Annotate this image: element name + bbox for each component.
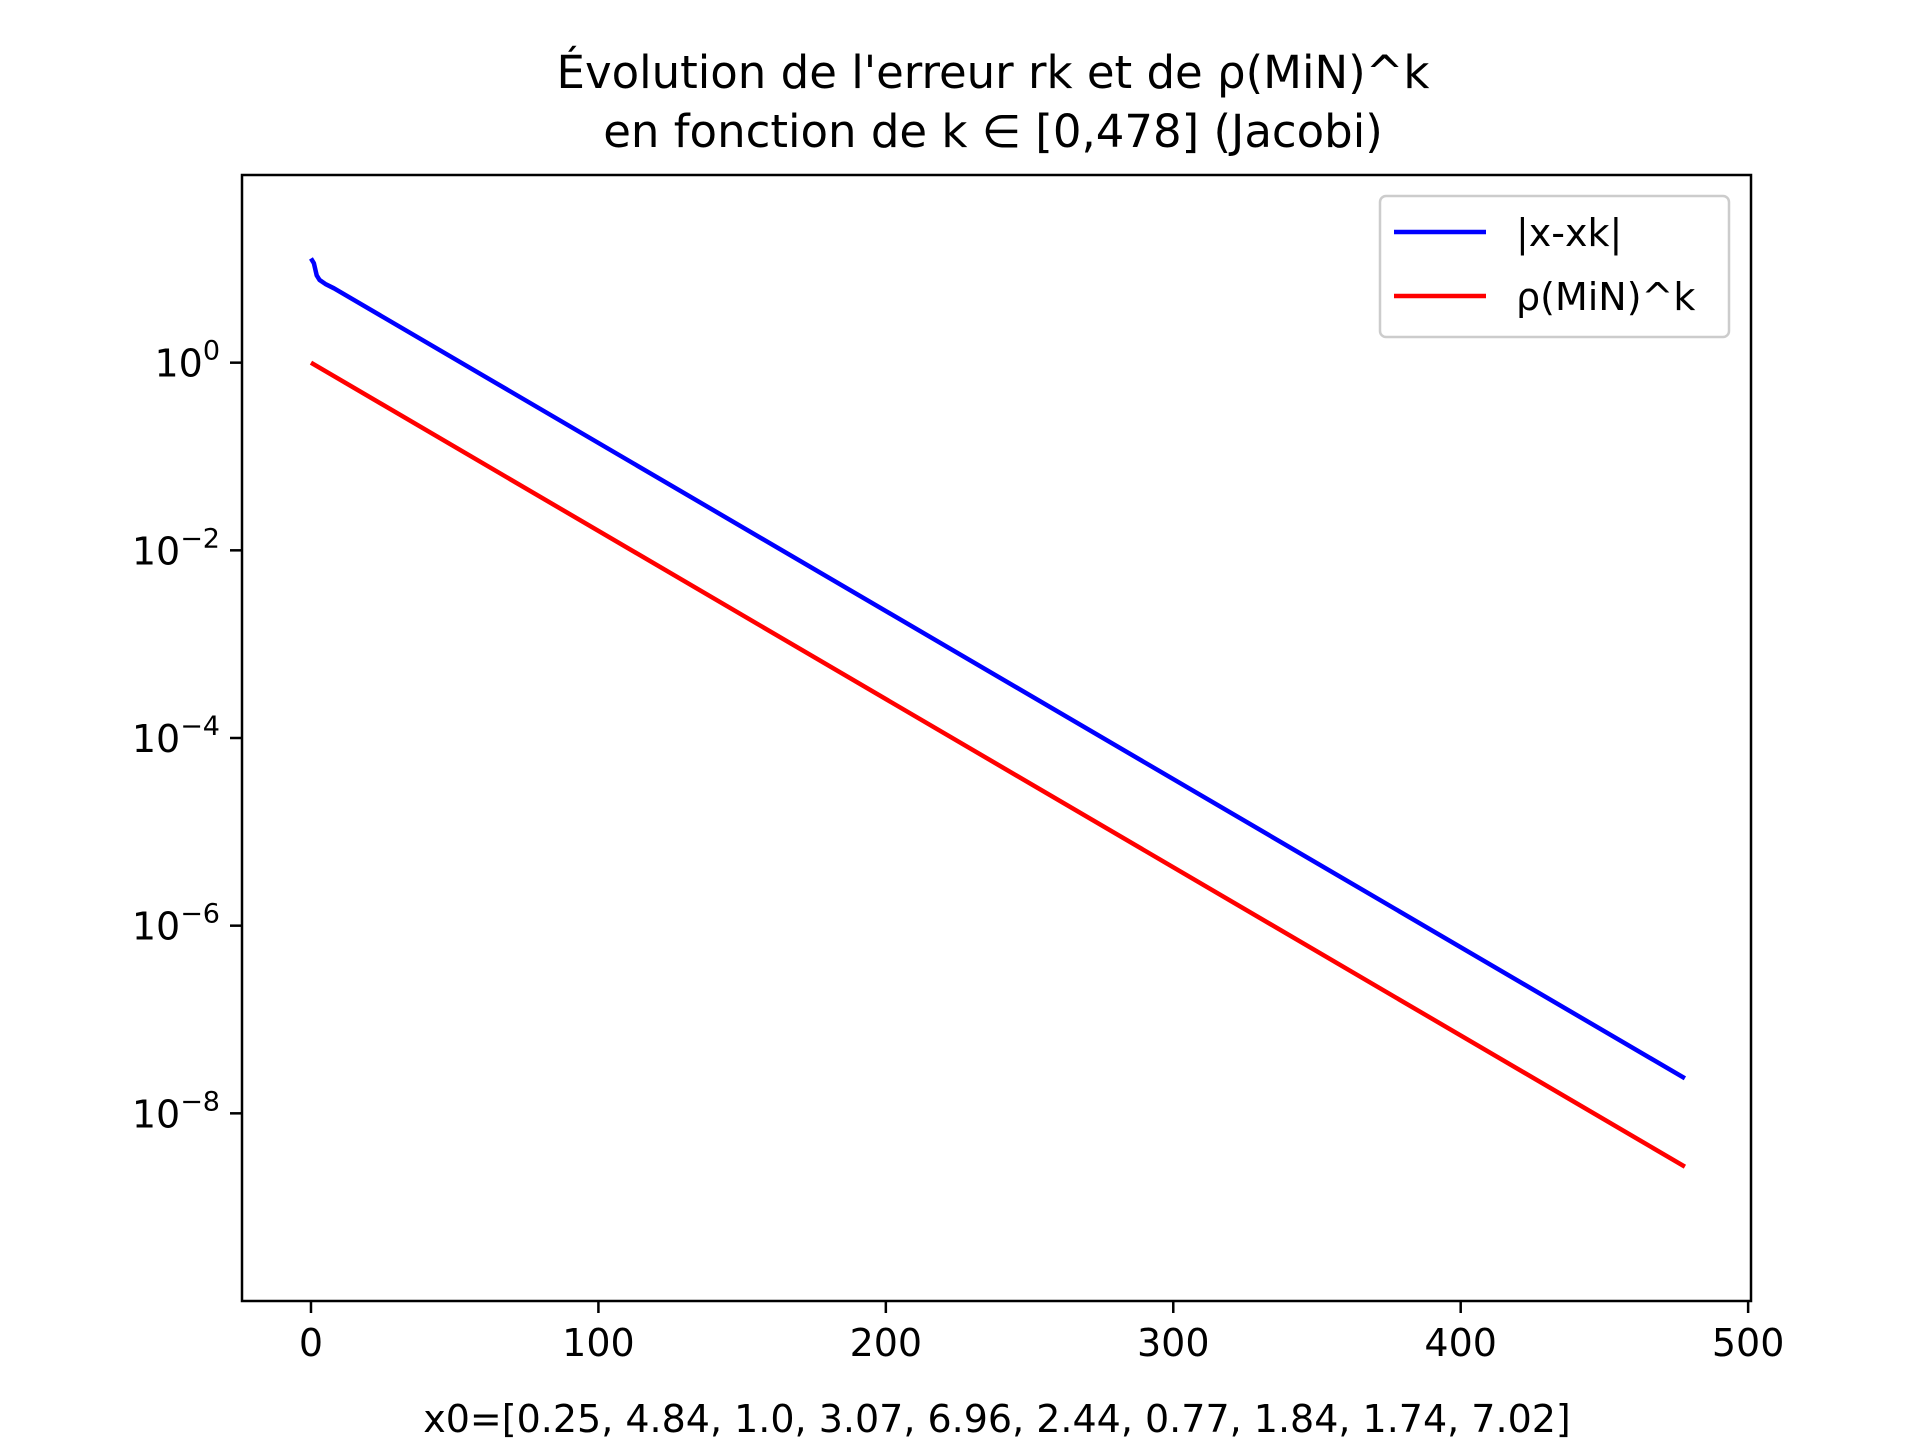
x-tick-label: 200 — [850, 1321, 923, 1365]
x-tick-label: 0 — [299, 1321, 323, 1365]
y-tick-label: 100 — [154, 336, 220, 386]
legend-label-rho: ρ(MiN)^k — [1516, 275, 1695, 319]
chart-title-line-2: en fonction de k ∈ [0,478] (Jacobi) — [603, 105, 1383, 158]
x-axis-label: x0=[0.25, 4.84, 1.0, 3.07, 6.96, 2.44, 0… — [423, 1397, 1571, 1440]
y-tick-label: 10−2 — [132, 523, 220, 573]
x-tick-label: 300 — [1137, 1321, 1210, 1365]
y-tick-label: 10−6 — [132, 899, 220, 949]
legend-label-x-xk: |x-xk| — [1516, 211, 1622, 256]
y-tick-label: 10−8 — [132, 1086, 220, 1136]
x-tick-label: 400 — [1424, 1321, 1497, 1365]
plot-area-frame — [240, 173, 1753, 1303]
legend: |x-xk| ρ(MiN)^k — [1378, 194, 1731, 339]
series-line-x-xk — [309, 257, 1687, 1081]
x-tick-label: 500 — [1712, 1321, 1785, 1365]
y-tick-label: 10−4 — [132, 711, 220, 761]
ticks-layer: 0 100 200 300 400 500 100 10−2 10−4 10−6 10−8 — [132, 336, 1785, 1365]
chart-title-line-1: Évolution de l'erreur rk et de ρ(MiN)^k — [557, 46, 1430, 99]
series-line-rho-min-k — [309, 360, 1687, 1169]
series-layer — [309, 257, 1687, 1169]
x-tick-label: 100 — [562, 1321, 635, 1365]
